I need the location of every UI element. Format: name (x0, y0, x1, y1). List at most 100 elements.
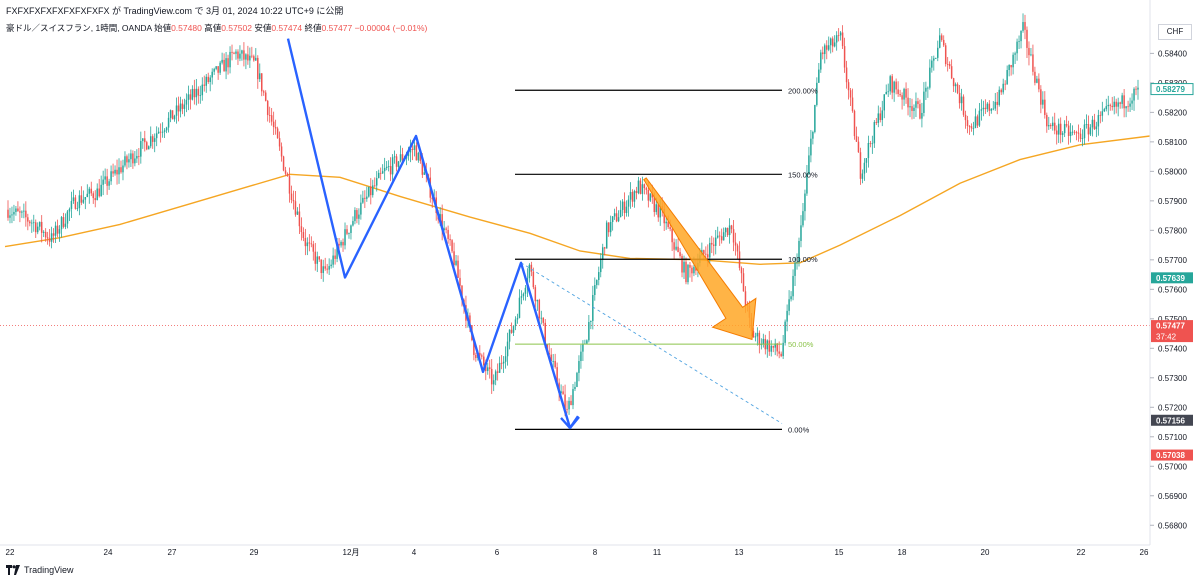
candle (685, 257, 687, 285)
candle (728, 218, 731, 244)
y-tick-label: 0.58400 (1158, 49, 1187, 58)
candle (518, 289, 521, 319)
candle (814, 104, 816, 134)
y-tick-label: 0.58200 (1158, 108, 1187, 117)
candle (619, 200, 622, 218)
candle (1095, 121, 1098, 138)
candle (245, 53, 247, 70)
candle (62, 212, 65, 229)
candle (9, 207, 11, 224)
candle (590, 320, 592, 330)
candle (201, 77, 204, 101)
candle (881, 100, 884, 127)
candle (362, 190, 364, 204)
candle (104, 168, 106, 184)
candle (171, 110, 174, 120)
candle (163, 128, 166, 138)
candle (839, 31, 842, 41)
candle (415, 142, 418, 161)
candle (629, 182, 632, 209)
candle (227, 54, 229, 75)
candle (1057, 118, 1060, 143)
legend-close: 0.57477 (321, 23, 353, 33)
candle (122, 159, 124, 181)
candle (272, 111, 275, 136)
y-tick-label: 0.57400 (1158, 344, 1187, 353)
candle (540, 310, 543, 325)
candle (802, 202, 804, 228)
candle (986, 102, 989, 113)
candle (118, 158, 120, 184)
candle (713, 237, 715, 256)
currency-selector[interactable]: CHF (1158, 24, 1192, 40)
drawings[interactable] (286, 38, 783, 430)
candle (161, 122, 164, 138)
price-axis[interactable]: 0.584000.583000.582000.581000.580000.579… (1149, 0, 1194, 545)
candle (998, 86, 1000, 107)
candle (330, 259, 332, 269)
candle (831, 36, 834, 53)
candle (691, 265, 693, 282)
candle (1022, 13, 1024, 33)
fibonacci-extension[interactable]: 200.00% 150.00% 100.00% 50.00% 0.00% (515, 86, 818, 434)
candle (792, 269, 794, 301)
candle (677, 238, 679, 253)
candle (554, 353, 556, 369)
candle (1000, 88, 1002, 95)
candle (142, 138, 144, 149)
wave-arrowhead (560, 416, 580, 430)
candle (229, 46, 231, 74)
candle (58, 225, 61, 242)
candle (124, 151, 126, 168)
candle (714, 229, 717, 255)
candle (816, 77, 818, 107)
candle (596, 279, 598, 289)
price-badge: 0.57477 37:42 (1151, 320, 1193, 343)
candle (1137, 79, 1139, 100)
candle (310, 236, 313, 248)
candle (1061, 131, 1064, 143)
y-tick-label: 0.57900 (1158, 197, 1187, 206)
time-axis[interactable]: 22 24 27 29 12月 4 6 8 11 13 15 18 20 22 26 (0, 544, 1150, 557)
candle (21, 210, 23, 218)
candle (1109, 103, 1111, 111)
candle (33, 214, 35, 232)
candle (417, 151, 420, 163)
candle (175, 97, 178, 124)
candle (74, 194, 77, 210)
candle (344, 222, 346, 250)
candle (1036, 75, 1038, 84)
candle (822, 46, 824, 60)
candle (514, 316, 517, 331)
candle (562, 385, 564, 395)
candle (810, 129, 812, 163)
candle (288, 167, 291, 203)
candle (358, 208, 360, 225)
candle (520, 290, 523, 305)
candle (11, 206, 13, 224)
candle (1111, 96, 1113, 111)
candle (600, 253, 602, 278)
candle (964, 110, 967, 129)
y-tick-label: 0.58000 (1158, 167, 1187, 176)
candle (304, 228, 307, 256)
candle (566, 400, 568, 414)
candle (1067, 120, 1070, 145)
candle (738, 241, 741, 271)
candle (689, 262, 691, 278)
candle (861, 169, 864, 184)
candle (1018, 35, 1020, 49)
candle (907, 88, 909, 116)
candle (259, 63, 261, 82)
candle (209, 75, 211, 92)
candle (264, 90, 267, 102)
candle (1133, 87, 1135, 111)
candle (845, 60, 848, 89)
candle (853, 109, 856, 140)
legend-open: 0.57480 (171, 23, 202, 33)
candle (1050, 123, 1052, 129)
candle (972, 121, 975, 136)
candle (726, 227, 729, 237)
candle (247, 45, 249, 65)
